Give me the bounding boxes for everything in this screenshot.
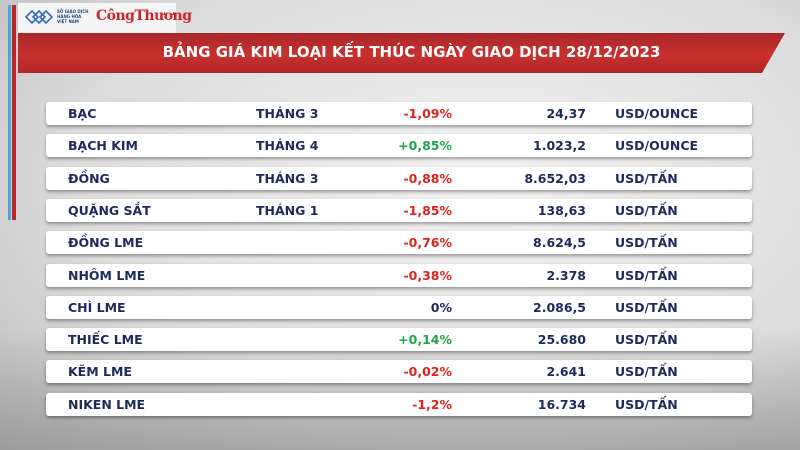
exchange-logo-text: SỞ GIAO DỊCH HÀNG HÓA VIỆT NAM (57, 9, 89, 24)
change-percent: -1,09% (403, 106, 452, 121)
metal-name: CHÌ LME (68, 299, 126, 315)
change-percent: 0% (430, 299, 452, 315)
change-percent: +0,85% (398, 138, 452, 154)
price-unit: USD/TẤN (615, 170, 678, 186)
metal-name: THIẾC LME (68, 332, 143, 348)
change-percent: -0,88% (403, 170, 452, 186)
metal-name: QUẶNG SẮT (68, 202, 151, 218)
change-percent: -0,02% (403, 364, 452, 380)
accent-line-red (12, 5, 16, 220)
price-unit: USD/TẤN (615, 332, 678, 348)
table-row: NHÔM LME -0,38% 2.378 USD/TẤN (46, 263, 752, 287)
price-unit: USD/TẤN (615, 299, 678, 315)
contract-month: THÁNG 4 (256, 138, 319, 154)
table-row: THIẾC LME +0,14% 25.680 USD/TẤN (46, 328, 752, 352)
price-value: 8.624,5 (533, 235, 586, 251)
metal-name: BẠC (68, 106, 97, 121)
price-value: 2.641 (546, 364, 586, 380)
table-row: NIKEN LME -1,2% 16.734 USD/TẤN (46, 392, 752, 416)
price-value: 2.086,5 (533, 299, 586, 315)
exchange-logo-icon (24, 10, 54, 24)
price-unit: USD/TẤN (615, 202, 678, 218)
table-row: BẠC THÁNG 3 -1,09% 24,37 USD/OUNCE (46, 102, 752, 125)
price-value: 138,63 (537, 202, 586, 218)
price-unit: USD/TẤN (615, 267, 678, 283)
change-percent: -1,85% (403, 202, 452, 218)
metal-name: ĐỒNG (68, 170, 110, 186)
table-row: BẠCH KIM THÁNG 4 +0,85% 1.023,2 USD/OUNCE (46, 134, 752, 158)
change-percent: -0,38% (403, 267, 452, 283)
change-percent: -0,76% (403, 235, 452, 251)
contract-month: THÁNG 3 (256, 106, 319, 121)
price-value: 16.734 (537, 396, 586, 412)
title-banner: BẢNG GIÁ KIM LOẠI KẾT THÚC NGÀY GIAO DỊC… (18, 33, 785, 73)
accent-line-blue (8, 5, 11, 220)
contract-month: THÁNG 3 (256, 170, 319, 186)
table-row: ĐỒNG THÁNG 3 -0,88% 8.652,03 USD/TẤN (46, 166, 752, 190)
logo-area: SỞ GIAO DỊCH HÀNG HÓA VIỆT NAM CôngThươn… (18, 3, 192, 33)
brand-logo: CôngThương (96, 8, 192, 24)
price-unit: USD/TẤN (615, 396, 678, 412)
price-value: 25.680 (537, 332, 586, 348)
price-value: 24,37 (546, 106, 586, 121)
price-unit: USD/TẤN (615, 364, 678, 380)
metal-name: NHÔM LME (68, 267, 146, 283)
table-row: CHÌ LME 0% 2.086,5 USD/TẤN (46, 295, 752, 319)
metal-name: BẠCH KIM (68, 138, 138, 154)
price-value: 2.378 (546, 267, 586, 283)
contract-month: THÁNG 1 (256, 202, 319, 218)
change-percent: -1,2% (412, 396, 452, 412)
change-percent: +0,14% (398, 332, 452, 348)
table-row: KẼM LME -0,02% 2.641 USD/TẤN (46, 360, 752, 384)
table-row: QUẶNG SẮT THÁNG 1 -1,85% 138,63 USD/TẤN (46, 198, 752, 222)
price-unit: USD/TẤN (615, 235, 678, 251)
metal-name: NIKEN LME (68, 396, 146, 412)
metal-name: KẼM LME (68, 364, 132, 380)
price-value: 1.023,2 (533, 138, 586, 154)
price-unit: USD/OUNCE (615, 138, 699, 154)
page-title: BẢNG GIÁ KIM LOẠI KẾT THÚC NGÀY GIAO DỊC… (162, 43, 661, 61)
price-value: 8.652,03 (524, 170, 586, 186)
price-unit: USD/OUNCE (615, 106, 699, 121)
table-row: ĐỒNG LME -0,76% 8.624,5 USD/TẤN (46, 231, 752, 255)
metal-name: ĐỒNG LME (68, 235, 144, 251)
